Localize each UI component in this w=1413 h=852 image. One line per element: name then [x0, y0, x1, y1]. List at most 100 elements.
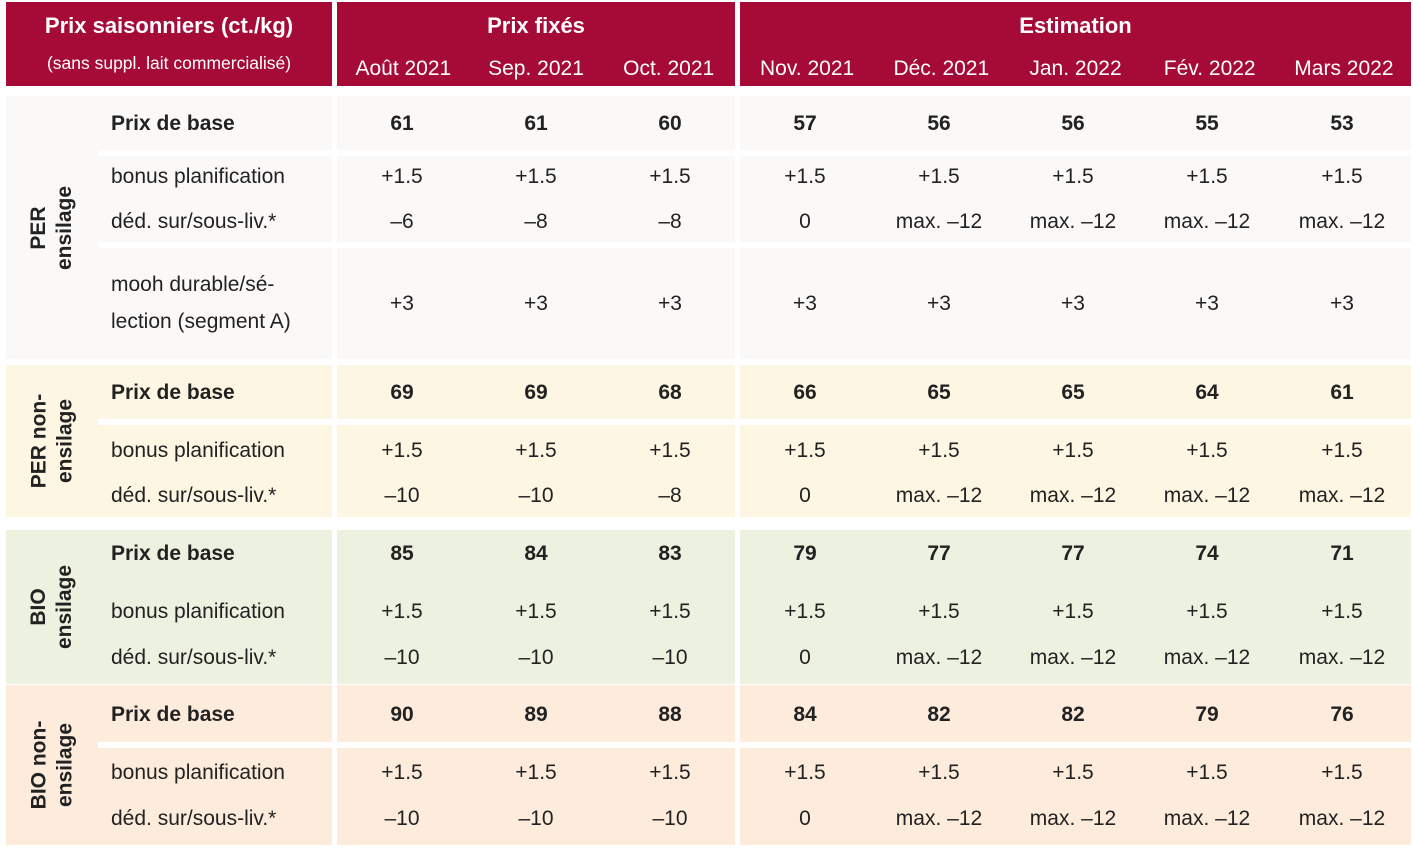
row-label: bonus planification [111, 761, 285, 784]
table-cell-value: max. –12 [1163, 646, 1251, 669]
table-cell-value: +1.5 [784, 761, 826, 784]
table-cell-bg [98, 685, 332, 742]
group-label-cell: BIO non-ensilage [6, 685, 98, 845]
table-cell-value: max. –12 [1298, 210, 1386, 233]
table-cell-value: –10 [384, 646, 420, 669]
table-cell-value: 0 [799, 484, 811, 507]
group-label-line: ensilage [52, 185, 76, 270]
month-header: Déc. 2021 [893, 57, 990, 80]
table-cell-bg [337, 96, 735, 150]
table-cell-value: 66 [793, 381, 817, 404]
row-label: déd. sur/sous-liv.* [111, 646, 277, 669]
table-cell-value: +3 [1195, 292, 1219, 315]
table-cell-value: max. –12 [1029, 646, 1117, 669]
table-cell-value: +3 [1330, 292, 1354, 315]
row-label: déd. sur/sous-liv.* [111, 807, 277, 830]
table-cell-value: 77 [1061, 542, 1085, 565]
table-cell-value: +1.5 [1321, 600, 1363, 623]
table-cell-bg [740, 530, 1411, 684]
table-cell-value: 82 [927, 703, 951, 726]
table-cell-value: 74 [1195, 542, 1219, 565]
table-cell-value: +1.5 [515, 600, 557, 623]
group-label-line: PER [26, 205, 50, 250]
table-cell-value: max. –12 [1298, 646, 1386, 669]
group-label: BIO ensilage [26, 565, 78, 649]
table-cell-value: 0 [799, 210, 811, 233]
table-cell-value: +1.5 [381, 600, 423, 623]
table-cell-value: +1.5 [1321, 165, 1363, 188]
table-cell-value: +3 [524, 292, 548, 315]
table-cell-value: 0 [799, 807, 811, 830]
table-cell-value: +3 [658, 292, 682, 315]
table-cell-bg [337, 530, 735, 684]
group-label-line: ensilage [53, 398, 76, 484]
group-label-line: BIO non- [27, 720, 50, 810]
table-cell-value: +1.5 [515, 439, 557, 462]
table-cell-value: 55 [1195, 112, 1219, 135]
group-label-cell: BIO ensilage [6, 530, 98, 684]
table-cell-value: +1.5 [381, 761, 423, 784]
table-cell-value: +3 [1061, 292, 1085, 315]
table-cell-value: 88 [658, 703, 682, 726]
table-title: Prix saisonniers (ct./kg) [44, 13, 294, 38]
table-cell-value: max. –12 [1029, 807, 1117, 830]
table-cell-value: 84 [793, 703, 817, 726]
table-cell-value: 69 [390, 381, 414, 404]
table-cell-value: 61 [390, 112, 414, 135]
table-cell-value: 68 [658, 381, 682, 404]
table-cell-value: +1.5 [1052, 165, 1094, 188]
table-cell-value: –10 [652, 646, 688, 669]
table-cell-value: max. –12 [1163, 807, 1251, 830]
group-label-line: ensilage [52, 564, 76, 650]
table-cell-value: +1.5 [1321, 761, 1363, 784]
month-header: Nov. 2021 [760, 57, 855, 80]
table-cell-bg [98, 748, 332, 845]
row-label: Prix de base [111, 112, 235, 135]
row-label: bonus planification [111, 600, 285, 623]
table-cell-value: 84 [524, 542, 548, 565]
table-cell-value: –10 [518, 807, 554, 830]
table-cell-bg [98, 365, 332, 419]
table-cell-value: 61 [524, 112, 548, 135]
table-cell-value: max. –12 [895, 646, 983, 669]
header-title-cell: Prix saisonniers (ct./kg) (sans suppl. l… [6, 2, 332, 86]
table-cell-value: 65 [927, 381, 951, 404]
table-cell-value: 79 [793, 542, 817, 565]
table-cell-value: 85 [390, 542, 414, 565]
table-cell-value: +1.5 [1186, 600, 1228, 623]
row-label: Prix de base [111, 703, 235, 726]
row-label: Prix de base [111, 381, 235, 404]
table-cell-value: +3 [927, 292, 951, 315]
table-cell-value: +1.5 [381, 439, 423, 462]
table-cell-value: max. –12 [1029, 484, 1117, 507]
table-cell-value: max. –12 [895, 484, 983, 507]
table-cell-bg [337, 156, 735, 242]
row-label: mooh durable/sé- [111, 273, 275, 296]
table-cell-value: 76 [1330, 703, 1354, 726]
group-label: PER ensilage [26, 185, 78, 269]
table-cell-value: 77 [927, 542, 951, 565]
table-cell-bg [740, 748, 1411, 845]
table-cell-value: +1.5 [1052, 761, 1094, 784]
table-cell-value: –8 [524, 210, 548, 233]
table-cell-value: +1.5 [515, 165, 557, 188]
table-cell-value: max. –12 [1163, 210, 1251, 233]
table-cell-bg [337, 748, 735, 845]
table-cell-value: 83 [658, 542, 682, 565]
table-cell-value: –10 [384, 484, 420, 507]
table-cell-value: +3 [793, 292, 817, 315]
table-cell-value: –10 [518, 646, 554, 669]
table-cell-bg [98, 530, 332, 684]
table-cell-value: 79 [1195, 703, 1219, 726]
group-label: BIO non-ensilage [26, 721, 78, 810]
row-label: lection (segment A) [111, 310, 291, 333]
table-cell-value: 90 [390, 703, 414, 726]
table-cell-bg [740, 248, 1411, 359]
month-header: Mars 2022 [1294, 57, 1394, 80]
group-label-line: BIO [26, 588, 50, 626]
table-cell-value: +1.5 [649, 600, 691, 623]
month-header: Fév. 2022 [1163, 57, 1256, 80]
table-cell-value: +3 [390, 292, 414, 315]
table-cell-bg [740, 365, 1411, 419]
table-cell-value: +1.5 [784, 165, 826, 188]
